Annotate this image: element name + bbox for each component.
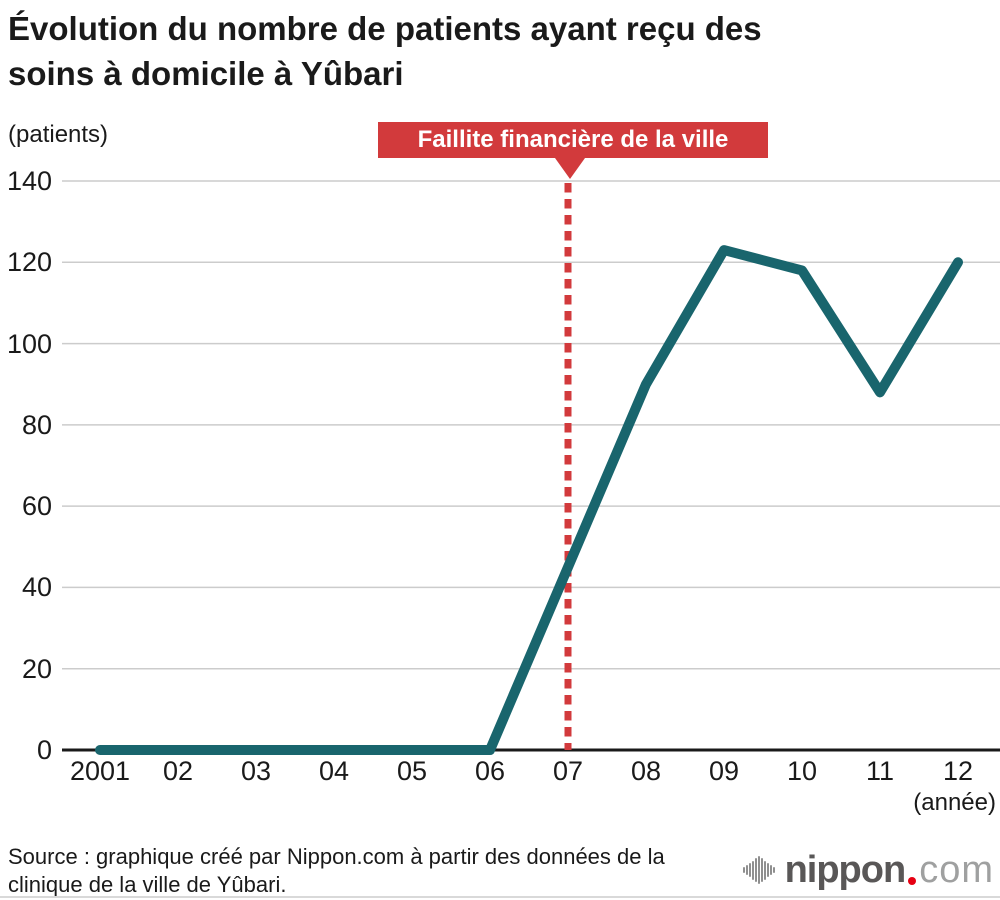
x-tick-label: 08	[630, 756, 662, 786]
y-tick-label: 140	[6, 166, 52, 196]
soundwave-bar	[751, 860, 754, 880]
x-tick-label: 05	[396, 756, 428, 786]
soundwave-bar	[742, 867, 745, 873]
soundwave-bar	[772, 867, 775, 873]
x-tick-label: 04	[318, 756, 350, 786]
x-tick-label: 06	[474, 756, 506, 786]
source-note: Source : graphique créé par Nippon.com à…	[8, 844, 665, 897]
soundwave-bar	[754, 858, 757, 882]
y-tick-label: 0	[36, 735, 52, 765]
annotation-label-box: Faillite financière de la ville	[378, 122, 768, 179]
logo-tld-text: com	[919, 849, 994, 891]
y-tick-label: 60	[21, 491, 52, 522]
annotation-label-text: Faillite financière de la ville	[417, 126, 729, 153]
x-tick-label: 12	[942, 756, 974, 786]
x-tick-label: 02	[162, 756, 194, 786]
chart-title: Évolution du nombre de patients ayant re…	[8, 10, 762, 92]
y-tick-label: 120	[6, 247, 52, 278]
soundwave-bar	[748, 863, 751, 877]
logo-name-text: nippon	[784, 849, 907, 891]
soundwave-bar	[769, 865, 772, 875]
bottom-divider	[0, 896, 1000, 898]
y-tick-label: 20	[21, 653, 52, 684]
soundwave-bar	[760, 858, 763, 882]
x-tick-label: 07	[552, 756, 584, 786]
x-tick-label: 03	[240, 756, 272, 786]
x-tick-label: 09	[708, 756, 740, 786]
logo-red-dot	[908, 877, 917, 885]
x-tick-label: 11	[865, 756, 895, 786]
x-tick-label: 2001	[69, 756, 131, 786]
patients-line-series	[95, 245, 963, 755]
soundwave-bar	[745, 865, 748, 875]
y-tick-label: 80	[21, 409, 52, 440]
y-tick-label: 40	[21, 572, 52, 603]
x-tick-label: 10	[786, 756, 818, 786]
soundwave-bar	[763, 860, 766, 880]
annotation-pointer-triangle	[555, 158, 585, 179]
soundwave-icon	[742, 856, 775, 884]
gridlines	[62, 180, 1000, 670]
y-tick-label: 100	[6, 328, 52, 359]
y-axis-unit-label: (patients)	[8, 121, 109, 148]
x-axis-unit-label: (année)	[913, 789, 996, 816]
soundwave-bar	[766, 863, 769, 877]
nippon-com-logo[interactable]: nippon com	[742, 849, 994, 891]
soundwave-bar	[757, 856, 760, 884]
